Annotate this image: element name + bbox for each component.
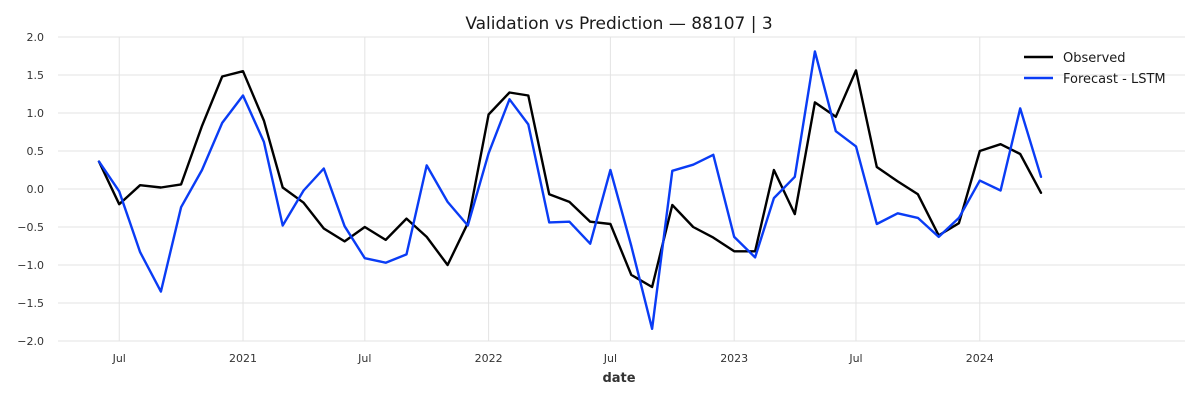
x-tick-label: 2023 [720, 352, 748, 365]
series-line-observed [97, 69, 1043, 289]
grid [58, 36, 1185, 342]
chart-title: Validation vs Prediction — 88107 | 3 [465, 14, 772, 34]
y-tick-label: 0.5 [27, 145, 45, 158]
x-axis-label: date [602, 371, 635, 386]
x-tick-label: Jul [848, 352, 862, 365]
x-tick-label: 2024 [966, 352, 994, 365]
x-axis-ticks: Jul 2021 Jul 2022 Jul 2023 Jul 2024 [112, 352, 994, 365]
y-axis-ticks: 2.0 1.5 1.0 0.5 0.0 −0.5 −1.0 −1.5 −2.0 [17, 31, 44, 348]
series-lines [97, 50, 1043, 330]
x-tick-label: 2022 [475, 352, 503, 365]
x-tick-label: Jul [357, 352, 371, 365]
x-tick-label: Jul [603, 352, 617, 365]
y-tick-label: −1.0 [17, 259, 44, 272]
y-tick-label: 1.5 [27, 69, 45, 82]
series-line-forecast-lstm [97, 50, 1043, 330]
x-tick-label: Jul [112, 352, 126, 365]
x-tick-label: 2021 [229, 352, 257, 365]
y-tick-label: −0.5 [17, 221, 44, 234]
legend-label: Observed [1063, 51, 1126, 66]
legend-label: Forecast - LSTM [1063, 72, 1166, 87]
legend: Observed Forecast - LSTM [1024, 51, 1166, 87]
y-tick-label: 0.0 [27, 183, 45, 196]
y-tick-label: −2.0 [17, 335, 44, 348]
y-tick-label: −1.5 [17, 297, 44, 310]
y-tick-label: 2.0 [27, 31, 45, 44]
y-tick-label: 1.0 [27, 107, 45, 120]
